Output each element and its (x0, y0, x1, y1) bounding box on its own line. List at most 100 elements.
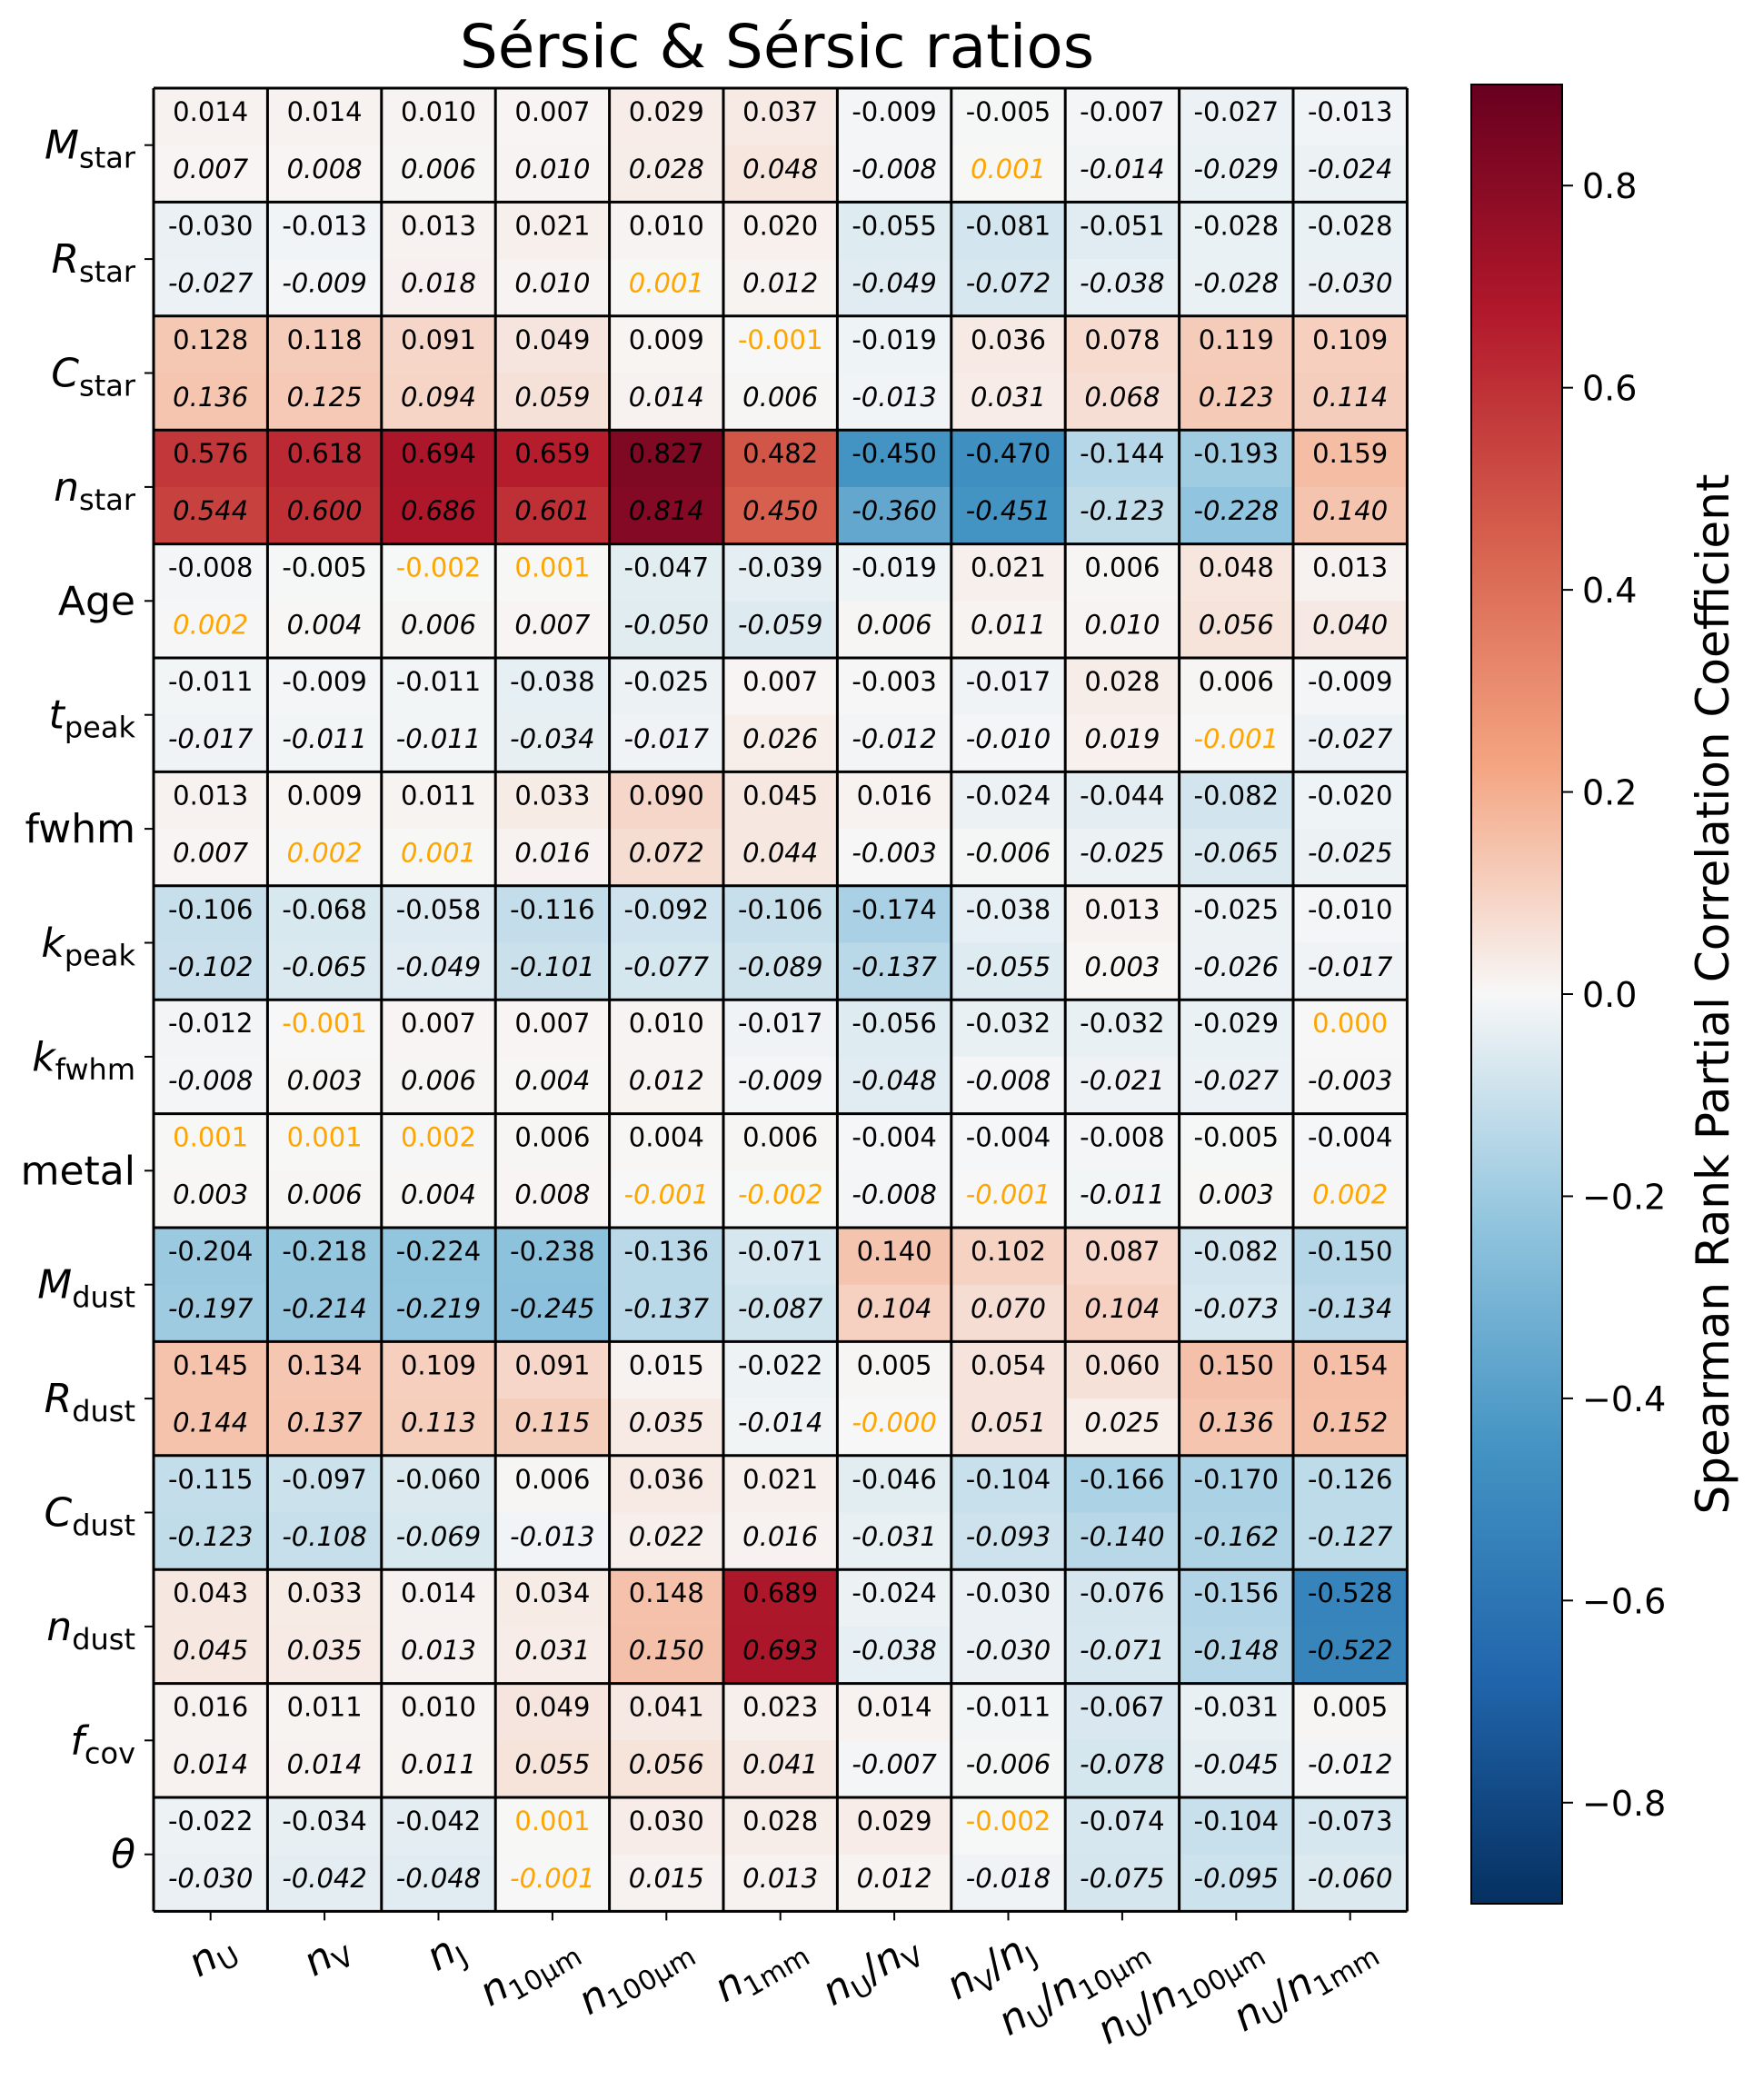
heatmap-cell-top (154, 658, 268, 716)
heatmap-cell-top (723, 202, 838, 260)
cell-value-bottom: 0.136 (173, 382, 248, 413)
cell-value-top: 0.029 (629, 96, 704, 127)
cell-value-bottom: 0.006 (401, 1065, 476, 1096)
cell-value-top: 0.021 (742, 1464, 818, 1495)
cell-value-top: -0.011 (966, 1692, 1051, 1723)
heatmap-cell-bottom (1065, 942, 1180, 1000)
cell-value-bottom: -0.522 (1308, 1635, 1393, 1666)
colorbar-tick-label: 0.0 (1582, 975, 1637, 1015)
cell-value-bottom: -0.013 (510, 1521, 595, 1552)
heatmap-cell-bottom (609, 1284, 724, 1342)
cell-value-top: 0.005 (857, 1349, 932, 1380)
colorbar: 0.8 0.6 0.4 0.2 0.0 −0.2 −0.4 −0.6 −0.8 (1470, 84, 1666, 1905)
heatmap-cell-top (723, 1455, 838, 1513)
heatmap-cell-top (1065, 88, 1180, 146)
cell-value-top: -0.082 (1194, 1236, 1280, 1267)
heatmap-cell-bottom (1065, 1512, 1180, 1570)
cell-value-bottom: -0.245 (510, 1293, 595, 1324)
heatmap-cell-bottom (609, 1854, 724, 1912)
cell-value-bottom: 0.019 (1084, 723, 1160, 754)
cell-value-top: -0.082 (1194, 780, 1280, 811)
cell-value-bottom: 0.001 (401, 837, 476, 868)
cell-value-bottom: -0.137 (852, 951, 937, 982)
cell-value-top: 0.043 (173, 1577, 248, 1608)
cell-value-bottom: -0.102 (168, 951, 254, 982)
cell-value-bottom: -0.006 (966, 837, 1051, 868)
cell-value-top: 0.028 (742, 1806, 818, 1836)
heatmap-cell-bottom (1065, 144, 1180, 203)
heatmap-cell-bottom (609, 1056, 724, 1115)
cell-value-top: 0.159 (1312, 438, 1388, 469)
cell-value-bottom: 0.022 (629, 1521, 704, 1552)
heatmap-cell-top (837, 1455, 952, 1513)
cell-value-bottom: -0.045 (1194, 1749, 1280, 1780)
cell-value-top: -0.470 (966, 438, 1051, 469)
cell-value-bottom: 0.031 (514, 1635, 590, 1666)
cell-value-bottom: 0.007 (514, 610, 591, 641)
heatmap-cell-bottom (951, 1854, 1066, 1912)
cell-value-top: 0.034 (514, 1577, 590, 1608)
cell-value-bottom: 0.044 (742, 837, 818, 868)
cell-value-bottom: -0.027 (1194, 1065, 1280, 1096)
cell-value-bottom: -0.031 (852, 1521, 937, 1552)
cell-value-bottom: 0.055 (514, 1749, 590, 1780)
heatmap-cell-top (154, 885, 268, 943)
heatmap-cell-top (1065, 1341, 1180, 1399)
cell-value-bottom: 0.150 (629, 1635, 704, 1666)
cell-value-bottom: -0.030 (966, 1635, 1051, 1666)
cell-value-top: 0.023 (742, 1692, 818, 1723)
cell-value-top: -0.073 (1308, 1806, 1393, 1836)
heatmap-cell-bottom (381, 486, 496, 545)
cell-value-bottom: 0.693 (742, 1635, 818, 1666)
cell-value-bottom: 0.600 (287, 495, 363, 526)
heatmap-cell-bottom (1179, 1056, 1294, 1115)
cell-value-top: -0.008 (1080, 1122, 1165, 1153)
cell-value-bottom: 0.006 (401, 154, 476, 184)
heatmap-cell-top (267, 315, 383, 373)
heatmap-cell-bottom (495, 1740, 611, 1798)
cell-value-bottom: 0.104 (1084, 1293, 1160, 1324)
cell-value-bottom: -0.093 (966, 1521, 1051, 1552)
heatmap-cell-bottom (381, 1056, 496, 1115)
heatmap-cell-bottom (723, 942, 838, 1000)
colorbar-gradient (1470, 84, 1563, 1905)
cell-value-top: -0.019 (852, 552, 937, 583)
cell-value-top: -0.076 (1080, 1577, 1165, 1608)
heatmap-cell-top (1179, 1341, 1294, 1399)
cell-value-top: -0.030 (168, 210, 254, 241)
cell-value-top: -0.144 (1080, 438, 1165, 469)
cell-value-top: -0.031 (1194, 1692, 1280, 1723)
heatmap-cell-top (1065, 1797, 1180, 1856)
heatmap-cell-top (837, 885, 952, 943)
heatmap-cell-top (837, 543, 952, 602)
cell-value-top: 0.014 (287, 96, 363, 127)
cell-value-bottom: -0.008 (852, 154, 937, 184)
cell-value-top: 0.006 (514, 1464, 590, 1495)
heatmap-cell-top (1065, 1228, 1180, 1286)
heatmap-cell-bottom (723, 1626, 838, 1685)
heatmap-cell-top (267, 658, 383, 716)
cell-value-top: 0.109 (401, 1349, 476, 1380)
heatmap-cell-top (381, 88, 496, 146)
heatmap-cell-top (951, 202, 1066, 260)
heatmap-cell-top (381, 1569, 496, 1627)
heatmap-cell-top (154, 430, 268, 488)
row-label: Cstar (51, 351, 136, 403)
cell-value-bottom: 0.114 (1312, 382, 1388, 413)
heatmap-cell-top (495, 202, 611, 260)
heatmap-cell-top (267, 1569, 383, 1627)
cell-value-bottom: -0.026 (1194, 951, 1280, 982)
column-label: nU/n1mm (1225, 1924, 1385, 2045)
heatmap-cell-top (1293, 315, 1408, 373)
heatmap-cell-bottom (723, 601, 838, 659)
cell-value-top: 0.060 (1084, 1349, 1160, 1380)
cell-value-top: 0.041 (629, 1692, 704, 1723)
cell-value-bottom: 0.094 (401, 382, 476, 413)
heatmap-cell-bottom (267, 486, 383, 545)
cell-value-bottom: 0.001 (629, 267, 704, 298)
heatmap-cell-top (1293, 1569, 1408, 1627)
cell-value-top: -0.046 (852, 1464, 937, 1495)
heatmap-cell-bottom (381, 829, 496, 887)
heatmap-cell-top (495, 1797, 611, 1856)
